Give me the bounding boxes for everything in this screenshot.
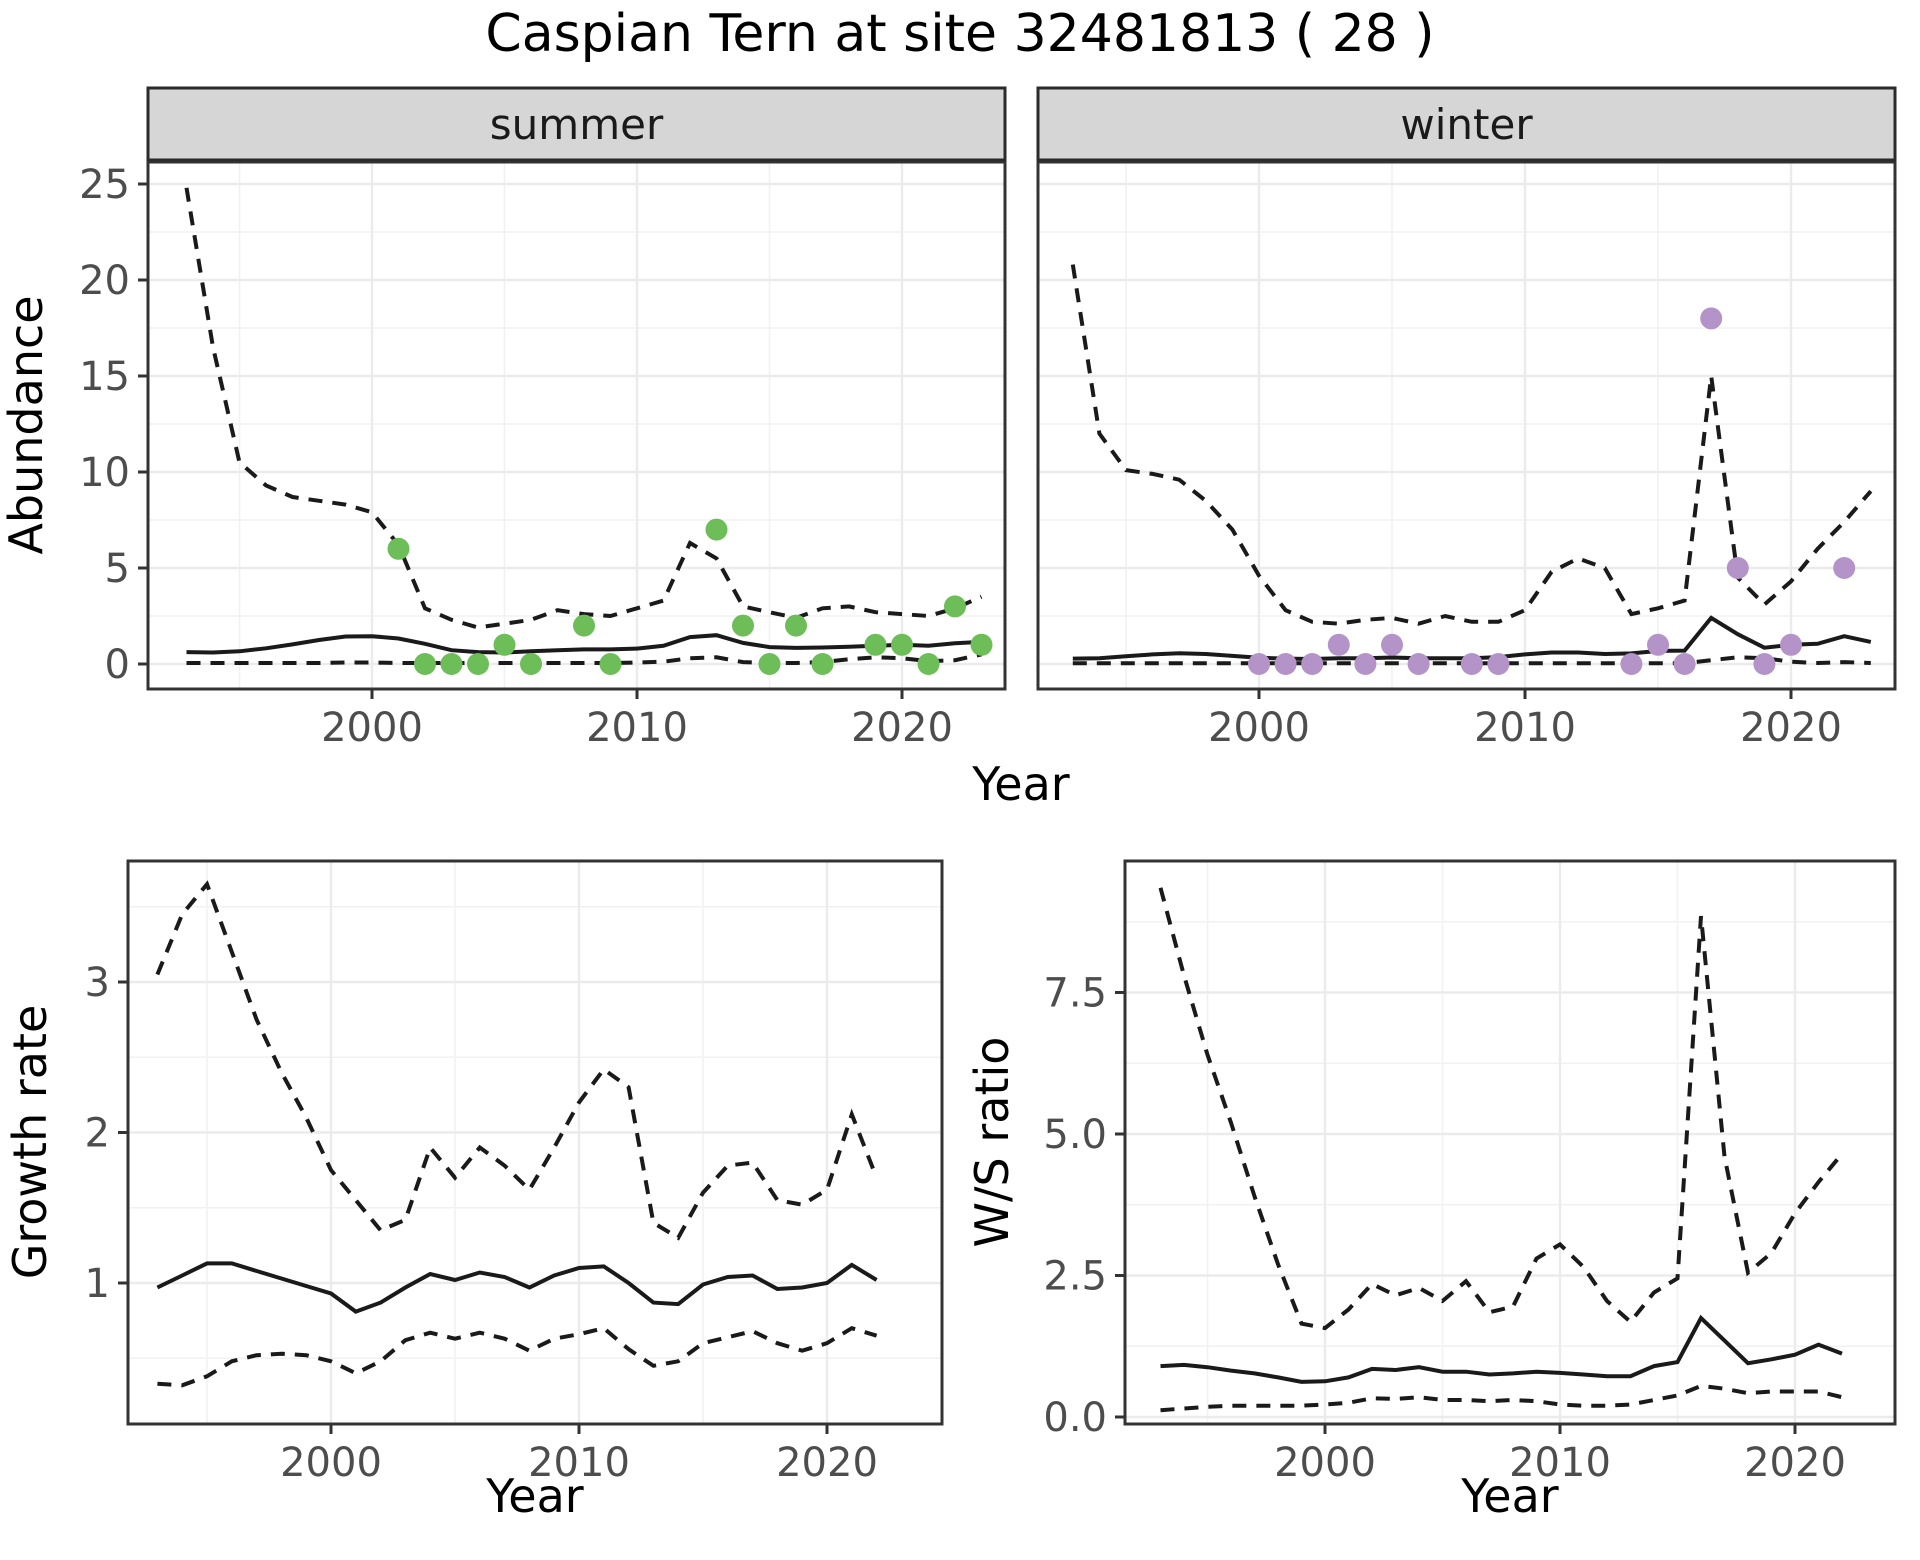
x-axis-title: Year — [485, 1469, 583, 1523]
panel-summer: summer 2000 2010 2020 0 5 10 15 20 25 Abundance — [0, 86, 1007, 751]
panel-border — [1123, 859, 1897, 1426]
x-tick-label: 2010 — [528, 1440, 630, 1486]
data-point — [387, 537, 410, 560]
x-tick-label: 2020 — [851, 705, 953, 751]
data-point — [1248, 653, 1270, 675]
x-tick-label: 2000 — [1274, 1440, 1376, 1486]
y-axis-title: Growth rate — [3, 1005, 57, 1280]
panel-background — [1125, 861, 1895, 1424]
panel-border — [1036, 160, 1897, 691]
data-point — [440, 653, 463, 675]
data-point — [1753, 653, 1776, 675]
x-axis-title-top-row: Year — [971, 757, 1069, 811]
y-axis-title: W/S ratio — [965, 1037, 1019, 1248]
facet-strip-summer — [146, 86, 1007, 162]
summer-median-line — [186, 633, 982, 655]
y-tick-label: 5 — [105, 546, 130, 592]
data-point — [1726, 557, 1749, 579]
data-point — [467, 653, 489, 675]
panel-background — [148, 162, 1005, 689]
data-point — [520, 653, 542, 675]
x-tick-label: 2000 — [1208, 705, 1310, 751]
panel-background — [1038, 162, 1895, 689]
panel-border — [146, 160, 1007, 691]
panel-border — [126, 859, 944, 1426]
panel-background — [128, 861, 942, 1424]
data-point — [1354, 653, 1377, 675]
x-tick-label: 2010 — [586, 705, 688, 751]
data-point — [414, 653, 436, 675]
data-point — [1673, 653, 1696, 675]
summer-upper-ci-line — [184, 187, 983, 630]
winter-observed-points — [1248, 307, 1856, 675]
x-tick-label: 2020 — [1744, 1440, 1846, 1486]
y-tick-label: 2.5 — [1043, 1254, 1107, 1300]
x-tick-label: 2020 — [1740, 705, 1842, 751]
growth-rate-upper-ci-line — [155, 880, 879, 1241]
data-point — [891, 633, 913, 656]
data-point — [1407, 653, 1430, 675]
y-tick-label: 25 — [79, 162, 130, 208]
data-point — [758, 653, 781, 675]
data-point — [1460, 653, 1483, 675]
data-point — [1381, 633, 1403, 656]
y-axis-title: Abundance — [0, 295, 53, 554]
y-tick-label: 7.5 — [1043, 971, 1107, 1017]
data-point — [1833, 557, 1856, 579]
y-tick-label: 15 — [79, 354, 130, 400]
plot-title: Caspian Tern at site 32481813 ( 28 ) — [485, 4, 1435, 64]
y-tick-label: 2 — [85, 1111, 110, 1157]
growth-rate-median-line — [156, 1261, 878, 1314]
x-axis-title: Year — [1460, 1469, 1558, 1523]
data-point — [1274, 653, 1297, 675]
data-point — [1700, 307, 1723, 330]
data-point — [917, 653, 940, 675]
panel-growth-rate: 2000 2010 2020 1 2 3 Growth rate Year — [3, 859, 944, 1523]
x-tick-label: 2010 — [1474, 705, 1576, 751]
x-tick-label: 2000 — [280, 1440, 382, 1486]
panel-w-s-ratio: 2000 2010 2020 0.0 2.5 5.0 7.5 W/S ratio Year — [965, 859, 1897, 1523]
data-point — [1647, 633, 1669, 656]
data-point — [1487, 653, 1510, 675]
x-tick-label: 2000 — [321, 705, 423, 751]
data-point — [732, 614, 754, 637]
x-tick-label: 2010 — [1509, 1440, 1611, 1486]
y-tick-label: 10 — [79, 450, 130, 496]
data-point — [705, 518, 728, 541]
summer-observed-points — [387, 518, 993, 675]
w-s-ratio-lower-ci-line — [1160, 1383, 1843, 1413]
data-point — [811, 653, 834, 675]
y-tick-label: 20 — [79, 258, 130, 304]
data-point — [1327, 633, 1350, 656]
w-s-ratio-median-line — [1160, 1314, 1843, 1384]
data-point — [599, 653, 622, 675]
data-point — [944, 595, 966, 618]
y-tick-label: 5.0 — [1043, 1112, 1107, 1158]
data-point — [864, 633, 887, 656]
data-point — [573, 614, 595, 637]
data-point — [1301, 653, 1324, 675]
y-tick-label: 0 — [105, 642, 130, 688]
data-point — [1620, 653, 1643, 675]
y-tick-label: 1 — [85, 1261, 110, 1307]
data-point — [1780, 633, 1802, 656]
facet-strip-label: summer — [490, 100, 664, 149]
w-s-ratio-upper-ci-line — [1158, 887, 1844, 1331]
y-tick-label: 3 — [85, 960, 110, 1006]
summer-lower-ci-line — [186, 652, 982, 665]
winter-lower-ci-line — [1072, 655, 1871, 666]
growth-rate-lower-ci-line — [157, 1326, 878, 1388]
facet-strip-winter — [1036, 86, 1897, 162]
facet-strip-label: winter — [1400, 100, 1533, 149]
x-tick-label: 2020 — [776, 1440, 878, 1486]
data-point — [970, 633, 993, 656]
data-point — [785, 614, 807, 637]
data-point — [493, 633, 516, 656]
panel-winter: winter 2000 2010 2020 — [1036, 86, 1897, 751]
y-tick-label: 0.0 — [1043, 1395, 1107, 1441]
